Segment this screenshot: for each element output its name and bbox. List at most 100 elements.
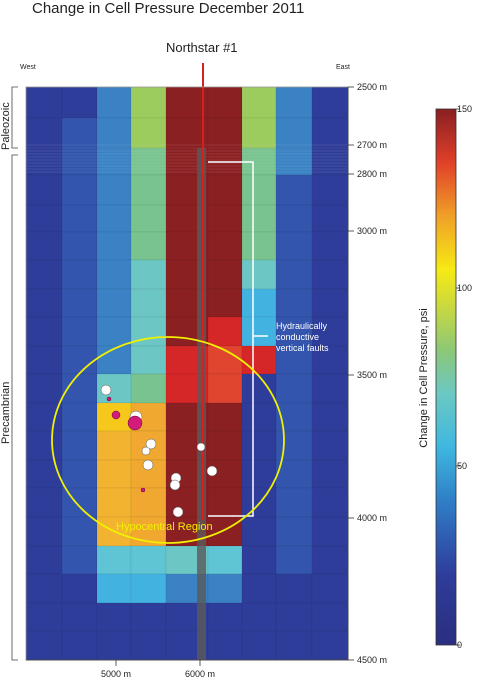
grid-cell bbox=[275, 316, 313, 347]
grid-cell bbox=[130, 204, 167, 233]
paleozoic-bracket bbox=[11, 86, 18, 149]
event-magenta bbox=[127, 415, 143, 431]
grid-cell bbox=[275, 545, 313, 575]
well-name-label: Northstar #1 bbox=[166, 40, 238, 55]
grid-cell bbox=[25, 86, 63, 119]
grid-cell bbox=[96, 487, 132, 518]
grid-cell bbox=[275, 573, 313, 604]
grid-cell bbox=[61, 459, 98, 489]
grid-cell bbox=[130, 487, 167, 518]
grid-cell bbox=[96, 430, 132, 461]
grid-cell bbox=[241, 174, 277, 206]
grid-cell bbox=[61, 430, 98, 461]
chart-title: Change in Cell Pressure December 2011 bbox=[32, 0, 305, 17]
grid-cell bbox=[61, 288, 98, 318]
grid-cell bbox=[61, 602, 98, 632]
x-label-5000: 5000 m bbox=[101, 669, 131, 679]
grid-cell bbox=[96, 288, 132, 318]
grid-cell bbox=[96, 117, 132, 149]
paleozoic-label: Paleozoic bbox=[0, 102, 12, 150]
grid-cell bbox=[207, 630, 243, 661]
grid-cell bbox=[130, 630, 167, 661]
grid-cell bbox=[275, 117, 313, 149]
colorbar-tick-0: 0 bbox=[457, 640, 462, 650]
grid-cell bbox=[96, 573, 132, 604]
grid-cell bbox=[25, 602, 63, 632]
event-white bbox=[169, 479, 181, 491]
grid-cell bbox=[311, 316, 349, 347]
grid-cell bbox=[25, 117, 63, 149]
grid-cell bbox=[207, 516, 243, 547]
depth-label: 2700 m bbox=[357, 140, 387, 150]
grid-cell bbox=[61, 545, 98, 575]
event-magenta bbox=[111, 410, 121, 420]
grid-cell bbox=[130, 86, 167, 119]
grid-cell bbox=[25, 316, 63, 347]
grid-cell bbox=[275, 487, 313, 518]
grid-cell bbox=[61, 174, 98, 206]
depth-label: 4500 m bbox=[357, 655, 387, 665]
grid-cell bbox=[311, 231, 349, 261]
grid-cell bbox=[165, 86, 209, 119]
grid-cell bbox=[241, 430, 277, 461]
fault-line bbox=[208, 161, 254, 517]
event-magenta bbox=[106, 396, 112, 402]
grid-cell bbox=[241, 545, 277, 575]
grid-cell bbox=[25, 288, 63, 318]
grid-cell bbox=[241, 516, 277, 547]
grid-cell bbox=[61, 117, 98, 149]
event-magenta bbox=[140, 487, 146, 493]
grid-cell bbox=[311, 459, 349, 489]
grid-cell bbox=[311, 86, 349, 119]
event-white bbox=[142, 459, 154, 471]
grid-cell bbox=[130, 345, 167, 375]
grid-cell bbox=[25, 516, 63, 547]
grid-cell bbox=[61, 231, 98, 261]
cell-grid bbox=[25, 86, 349, 661]
grid-cell bbox=[96, 204, 132, 233]
grid-cell bbox=[275, 204, 313, 233]
grid-cell bbox=[275, 231, 313, 261]
colorbar bbox=[435, 108, 457, 646]
grid-cell bbox=[241, 602, 277, 632]
hypocentral-label: Hypocentral Region bbox=[116, 521, 213, 533]
wellbore-column bbox=[197, 148, 206, 660]
grid-cell bbox=[130, 602, 167, 632]
grid-cell bbox=[311, 630, 349, 661]
event-white bbox=[100, 384, 112, 396]
fault-label-line-2: conductive bbox=[276, 332, 319, 342]
grid-cell bbox=[207, 174, 243, 206]
grid-cell bbox=[207, 402, 243, 432]
grid-cell bbox=[61, 630, 98, 661]
grid-cell bbox=[25, 259, 63, 290]
grid-cell bbox=[275, 602, 313, 632]
grid-cell bbox=[207, 231, 243, 261]
grid-cell bbox=[61, 516, 98, 547]
grid-cell bbox=[25, 630, 63, 661]
event-white bbox=[206, 465, 218, 477]
colorbar-tick-50: 50 bbox=[457, 461, 467, 471]
grid-cell bbox=[25, 231, 63, 261]
grid-cell bbox=[130, 288, 167, 318]
grid-cell bbox=[311, 174, 349, 206]
depth-label: 4000 m bbox=[357, 513, 387, 523]
seismic-events bbox=[100, 384, 218, 518]
depth-label: 3500 m bbox=[357, 370, 387, 380]
grid-cell bbox=[25, 174, 63, 206]
grid-cell bbox=[207, 573, 243, 604]
grid-cell bbox=[311, 147, 349, 176]
grid-cell bbox=[207, 288, 243, 318]
grid-cell bbox=[275, 516, 313, 547]
grid-cell bbox=[25, 573, 63, 604]
grid-cell bbox=[130, 231, 167, 261]
fault-label-line-3: vertical faults bbox=[276, 343, 329, 353]
grid-cell bbox=[241, 345, 277, 375]
grid-cell bbox=[241, 487, 277, 518]
grid-cell bbox=[25, 147, 63, 176]
event-white bbox=[145, 438, 157, 450]
grid-cell bbox=[130, 174, 167, 206]
grid-cell bbox=[311, 402, 349, 432]
grid-cell bbox=[275, 430, 313, 461]
colorbar-tick-100: 100 bbox=[457, 283, 472, 293]
grid-cell bbox=[130, 545, 167, 575]
